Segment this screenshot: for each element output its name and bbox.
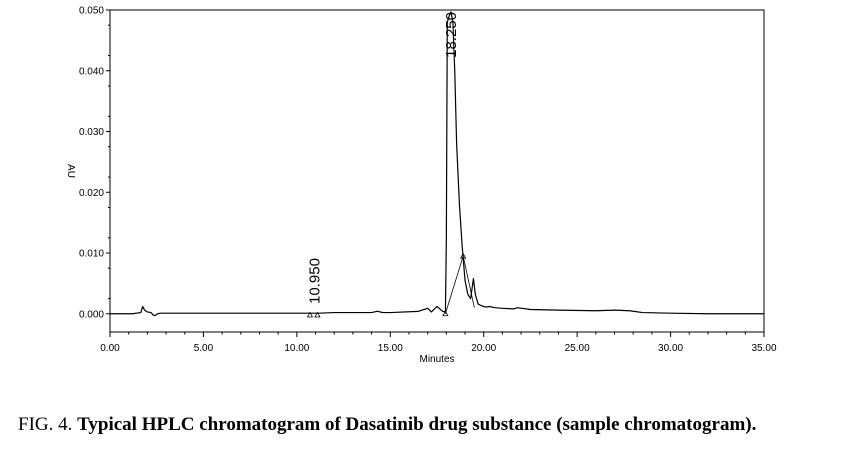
- y-tick-label: 0.000: [79, 309, 104, 320]
- peak-label: 18.250: [443, 12, 460, 58]
- x-tick-label: 25.00: [565, 343, 590, 354]
- x-tick-label: 20.00: [471, 343, 496, 354]
- chromatogram-trace: [110, 11, 764, 317]
- x-tick-label: 15.00: [378, 343, 403, 354]
- integration-marker: [459, 252, 467, 259]
- integration-marker: [314, 311, 321, 318]
- x-tick-label: 0.00: [100, 343, 120, 354]
- x-axis-ticks: 0.00 5.00 10.00 15.00 20.00 25.00 30.00 35.00: [100, 332, 777, 354]
- x-axis-title: Minutes: [419, 354, 454, 365]
- integration-markers: [306, 252, 467, 318]
- y-tick-label: 0.040: [79, 66, 104, 77]
- caption-text: Typical HPLC chromatogram of Dasatinib d…: [77, 414, 757, 435]
- peak-labels: 10.950 18.250: [307, 12, 460, 304]
- y-tick-label: 0.030: [79, 127, 104, 138]
- plot-frame: [109, 9, 765, 333]
- x-tick-label: 5.00: [194, 343, 214, 354]
- peak-label: 10.950: [307, 258, 324, 304]
- y-tick-label: 0.010: [79, 249, 104, 260]
- x-tick-label: 35.00: [751, 343, 776, 354]
- caption-prefix: FIG. 4.: [18, 414, 78, 435]
- peak-baselines: [445, 255, 475, 314]
- baseline-segment: [445, 255, 464, 314]
- x-tick-label: 10.00: [284, 343, 309, 354]
- y-axis-ticks: 0.000 0.010 0.020 0.030 0.040 0.050: [79, 6, 110, 320]
- y-tick-label: 0.050: [79, 6, 104, 17]
- x-tick-label: 30.00: [658, 343, 683, 354]
- y-axis-title: AU: [65, 164, 76, 178]
- figure-caption: FIG. 4. Typical HPLC chromatogram of Das…: [18, 414, 856, 436]
- baseline-segment: [462, 255, 475, 308]
- integration-marker: [442, 310, 449, 317]
- chromatogram-series: [110, 11, 764, 317]
- y-tick-label: 0.020: [79, 188, 104, 199]
- integration-marker: [306, 311, 314, 318]
